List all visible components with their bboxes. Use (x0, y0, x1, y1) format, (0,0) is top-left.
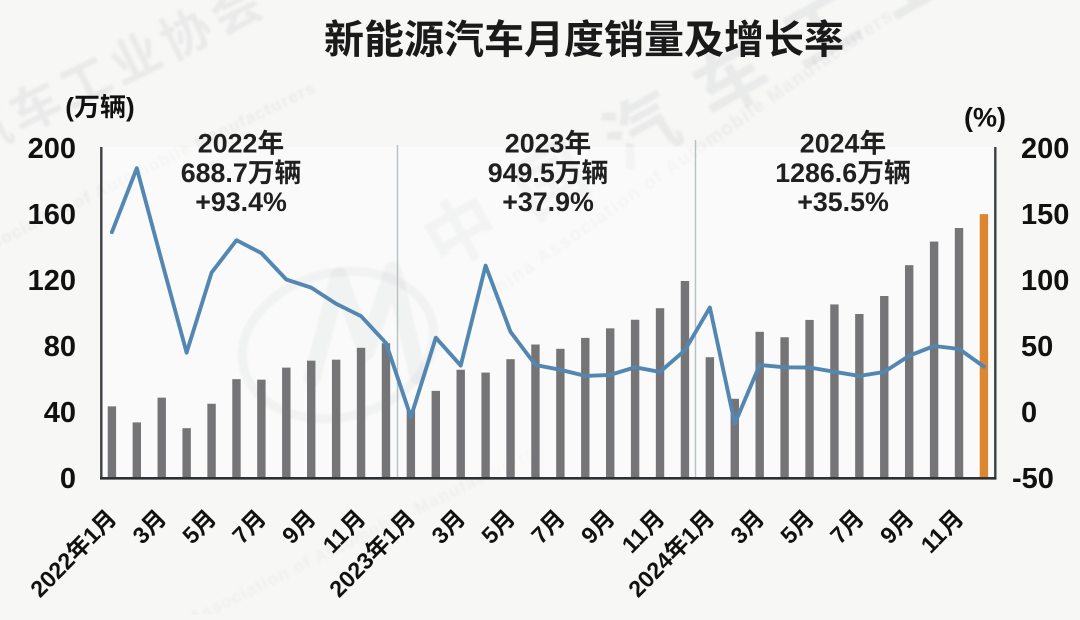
svg-text:2024: 2024 (800, 129, 860, 159)
svg-text:+37.9%: +37.9% (502, 187, 594, 217)
svg-text:688.7: 688.7 (181, 158, 248, 188)
svg-text:(: ( (65, 92, 74, 122)
svg-text:160: 160 (28, 199, 76, 231)
svg-text:0: 0 (1021, 397, 1037, 429)
svg-text:): ) (126, 92, 135, 122)
svg-text:949.5: 949.5 (488, 158, 555, 188)
svg-text:50: 50 (1021, 331, 1053, 363)
svg-text:100: 100 (1021, 265, 1069, 297)
svg-text:0: 0 (60, 463, 76, 495)
svg-text:(%): (%) (964, 103, 1006, 133)
svg-text:40: 40 (44, 397, 76, 429)
svg-text:2023: 2023 (505, 129, 565, 159)
svg-text:150: 150 (1021, 199, 1069, 231)
svg-text:80: 80 (44, 331, 76, 363)
svg-text:1286.6: 1286.6 (775, 158, 857, 188)
svg-text:2022: 2022 (198, 129, 258, 159)
svg-text:+35.5%: +35.5% (797, 187, 889, 217)
svg-text:200: 200 (28, 133, 76, 165)
svg-text:120: 120 (28, 265, 76, 297)
svg-text:+93.4%: +93.4% (195, 187, 287, 217)
svg-text:200: 200 (1021, 133, 1069, 165)
svg-text:-50: -50 (1012, 463, 1054, 495)
